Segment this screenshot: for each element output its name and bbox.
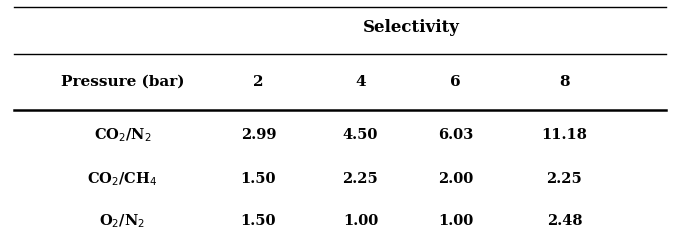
Text: 6: 6: [450, 75, 461, 89]
Text: 8: 8: [559, 75, 570, 89]
Text: O$_2$/N$_2$: O$_2$/N$_2$: [99, 212, 146, 230]
Text: 6.03: 6.03: [438, 128, 473, 142]
Text: 2.00: 2.00: [438, 172, 473, 186]
Text: 4.50: 4.50: [343, 128, 378, 142]
Text: CO$_2$/N$_2$: CO$_2$/N$_2$: [94, 126, 151, 144]
Text: Selectivity: Selectivity: [363, 20, 460, 36]
Text: 2.25: 2.25: [547, 172, 582, 186]
Text: 1.50: 1.50: [241, 172, 276, 186]
Text: 2.25: 2.25: [343, 172, 378, 186]
Text: 2.99: 2.99: [241, 128, 276, 142]
Text: 1.00: 1.00: [343, 214, 378, 228]
Text: CO$_2$/CH$_4$: CO$_2$/CH$_4$: [87, 171, 158, 188]
Text: 11.18: 11.18: [541, 128, 588, 142]
Text: Pressure (bar): Pressure (bar): [61, 75, 184, 89]
Text: 1.00: 1.00: [438, 214, 473, 228]
Text: 2.48: 2.48: [547, 214, 582, 228]
Text: 2: 2: [253, 75, 264, 89]
Text: 1.50: 1.50: [241, 214, 276, 228]
Text: 4: 4: [355, 75, 366, 89]
